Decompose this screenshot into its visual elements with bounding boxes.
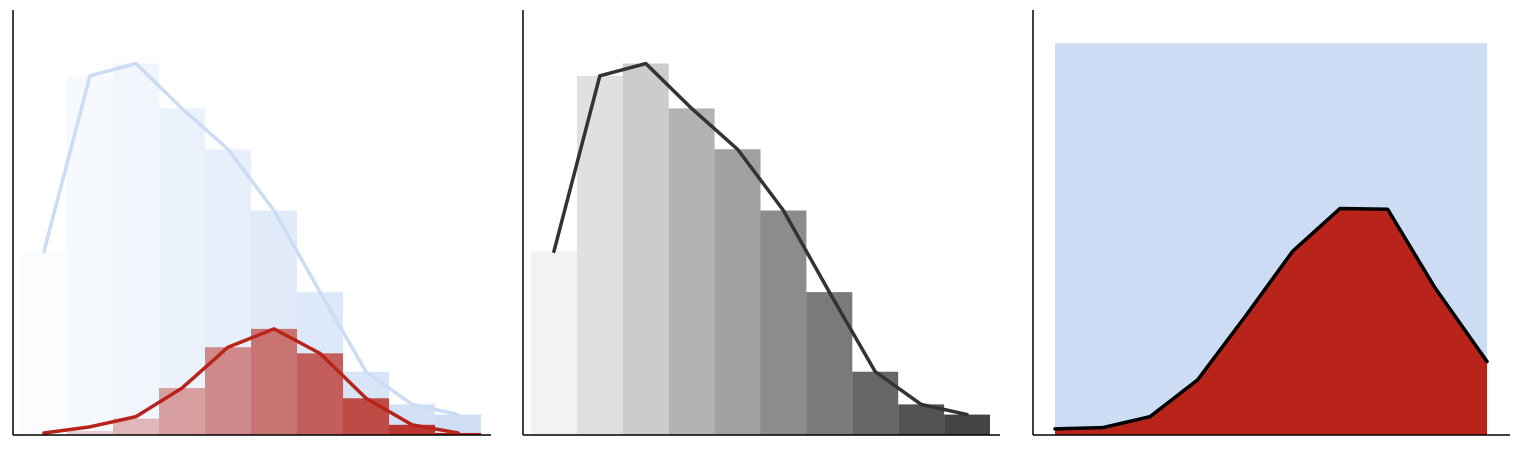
bar-s0-4	[714, 149, 761, 435]
bar-s0-5	[760, 210, 807, 435]
bar-s1-8	[389, 424, 435, 435]
area-fill	[1055, 208, 1487, 435]
bar-s1-5	[251, 328, 297, 435]
bar-s0-3	[668, 108, 715, 435]
bar-s0-1	[67, 75, 113, 435]
bar-s0-6	[806, 292, 853, 435]
panel-middle	[522, 10, 1000, 436]
bar-s0-2	[622, 63, 669, 435]
series-line-1	[42, 327, 460, 435]
bar-s1-2	[113, 418, 159, 435]
series-line-0	[42, 61, 460, 417]
bar-s0-3	[159, 108, 205, 435]
panel-right	[1032, 10, 1510, 436]
panel-left	[12, 10, 491, 436]
bar-s0-9	[944, 414, 990, 435]
bar-s0-2	[113, 63, 159, 435]
bar-s1-6	[297, 353, 343, 435]
bar-s0-0	[21, 251, 67, 435]
bar-s0-0	[531, 251, 577, 435]
area-line	[1053, 206, 1489, 431]
bar-s1-1	[67, 430, 113, 435]
series-line-0	[552, 61, 969, 417]
bar-s1-3	[159, 388, 205, 435]
bar-s0-1	[576, 75, 623, 435]
bar-s1-7	[343, 398, 389, 435]
